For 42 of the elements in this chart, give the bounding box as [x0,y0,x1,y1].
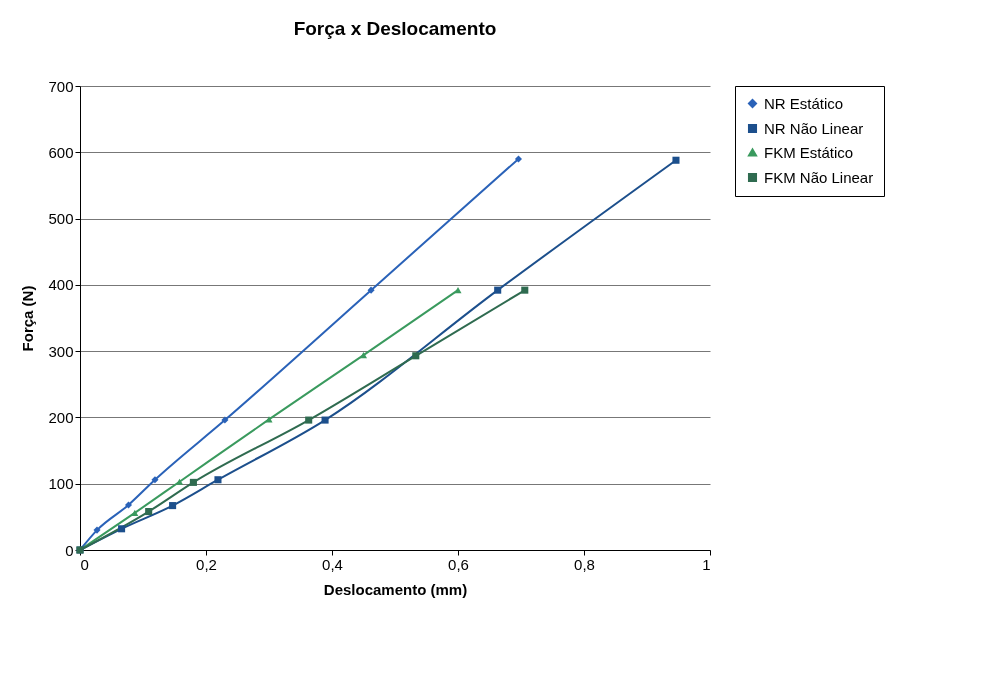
point [672,156,680,164]
point [221,416,229,424]
point [359,352,368,359]
x-tick-label: 0,4 [322,555,343,573]
point [494,286,502,294]
point [367,286,375,294]
y-tick-label: 700 [48,77,74,95]
point [514,155,523,163]
point [118,525,126,533]
point [93,526,101,534]
y-tick-label: 100 [48,475,74,493]
y-tick-label: 0 [65,541,74,559]
point [454,287,462,294]
point [412,352,420,360]
y-tick-label: 500 [48,210,74,228]
y-tick-label: 600 [48,143,74,161]
chart-title: Força x Deslocamento [293,18,497,39]
x-tick-label: 1 [702,555,711,573]
point [189,478,197,486]
y-tick-label: 200 [48,408,74,426]
point [124,501,133,509]
y-tick-label: 400 [48,276,74,294]
point [145,508,153,516]
legend-label: FKM Estático [764,143,854,161]
legend-label: NR Estático [764,94,844,112]
point [214,476,222,484]
x-tick-label: 0,6 [448,555,469,573]
point [151,476,159,484]
y-axis-title: Força (N) [19,285,37,352]
point [521,286,529,294]
point [305,416,313,424]
x-tick-label: 0,2 [196,555,217,573]
point [131,509,139,516]
point [321,416,329,424]
x-tick-label: 0 [80,555,89,573]
point [169,502,177,510]
y-tick-label: 300 [48,342,74,360]
legend-label: NR Não Linear [764,119,864,137]
x-tick-label: 0,8 [574,555,595,573]
x-axis-title: Deslocamento (mm) [323,580,468,598]
point [176,478,184,485]
legend-label: FKM Não Linear [764,168,874,186]
